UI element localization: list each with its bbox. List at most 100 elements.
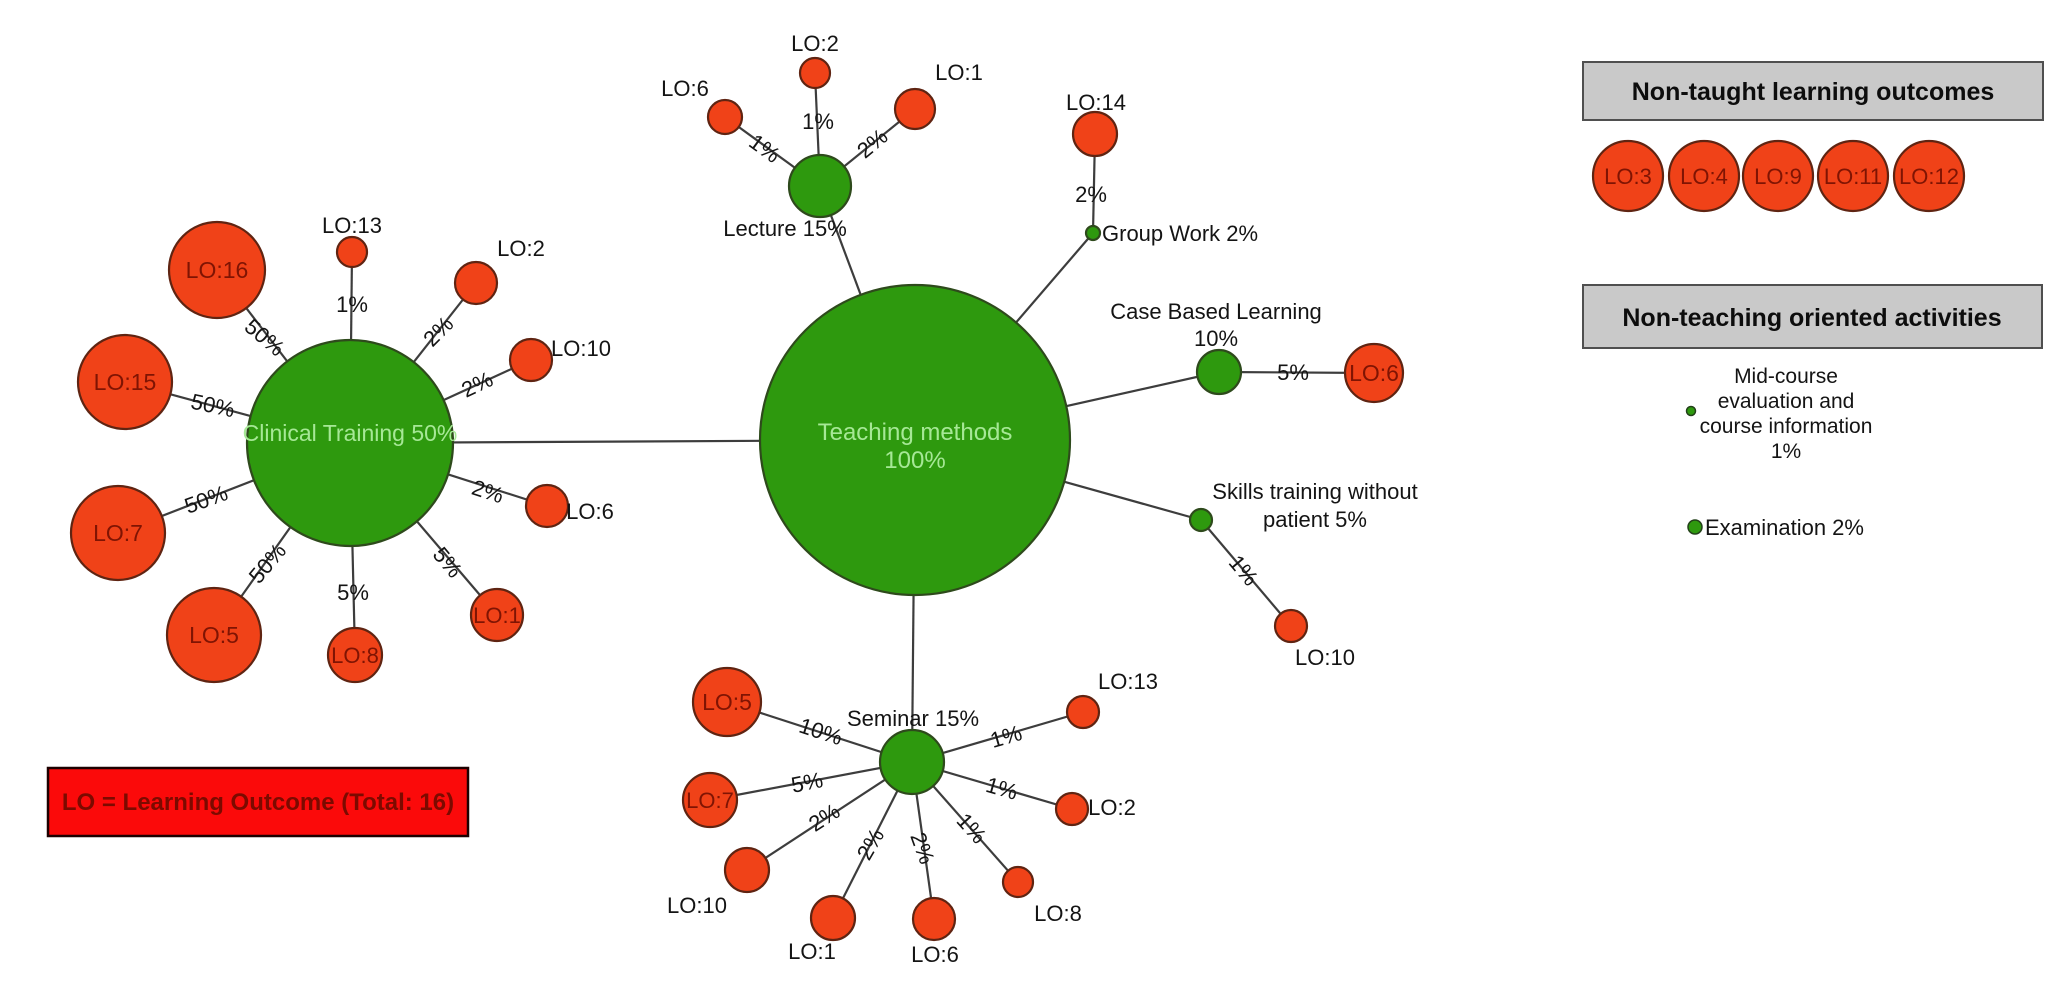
node-label-seminar: Seminar 15% xyxy=(847,706,979,731)
node-inner-label-clinical: Clinical Training 50% xyxy=(243,420,458,446)
node-label-l2: LO:2 xyxy=(791,31,839,56)
node-inner-label-c15: LO:15 xyxy=(94,369,157,395)
edge-label-seminar-se13: 1% xyxy=(987,720,1024,753)
node-label-c13: LO:13 xyxy=(322,213,382,238)
node-label-se6: LO:6 xyxy=(911,942,959,967)
node-groupwork xyxy=(1084,224,1102,242)
node-label-c6: LO:6 xyxy=(566,499,614,524)
edge-label-cbl-cb6: 5% xyxy=(1277,360,1309,385)
non-taught-outcome-label: LO:3 xyxy=(1604,164,1652,189)
non-taught-outcome-label: LO:11 xyxy=(1824,164,1882,189)
node-se7 xyxy=(681,771,739,829)
edge-label-clinical-c7: 50% xyxy=(181,480,231,519)
node-inner-label-se7: LO:7 xyxy=(686,788,734,813)
non-teaching-title: Non-teaching oriented activities xyxy=(1622,304,2001,332)
edge-label-seminar-se2: 1% xyxy=(983,772,1020,805)
legend: LO = Learning Outcome (Total: 16) xyxy=(46,766,470,838)
non-taught-outcome-circle xyxy=(1591,139,1665,213)
node-c1 xyxy=(469,587,525,643)
edge-label-lecture-l2: 1% xyxy=(802,109,834,134)
node-label-c2: LO:2 xyxy=(497,236,545,261)
edge-label-seminar-se5: 10% xyxy=(796,713,846,750)
non-taught-outcome-circle xyxy=(1667,139,1741,213)
edge-label-seminar-se6: 2% xyxy=(905,829,939,867)
node-label-se2: LO:2 xyxy=(1088,795,1136,820)
node-c16 xyxy=(167,220,267,320)
non-taught-outcomes: LO:3 LO:4 LO:9 LO:11 LO:12 xyxy=(1591,139,1966,213)
edge-label-seminar-se7: 5% xyxy=(789,767,825,798)
non-teaching-panel: Non-teaching oriented activities Mid-cou… xyxy=(1582,284,2043,540)
node-cb6 xyxy=(1343,342,1405,404)
node-label-cbl: Case Based Learning xyxy=(1110,299,1322,324)
mid-course-line: 1% xyxy=(1771,440,1801,463)
non-taught-outcome-label: LO:4 xyxy=(1680,164,1728,189)
node-label-s10: LO:10 xyxy=(1295,645,1355,670)
mid-course-line: Mid-course xyxy=(1734,365,1838,388)
node-seminar xyxy=(878,728,946,796)
node-label-se1: LO:1 xyxy=(788,939,836,964)
node-c6 xyxy=(524,483,570,529)
non-teaching-header-box xyxy=(1582,284,2043,349)
node-se5 xyxy=(691,666,763,738)
edge-label-clinical-c6: 2% xyxy=(469,475,507,509)
edge-label-seminar-se10: 2% xyxy=(804,798,844,836)
node-label-g14: LO:14 xyxy=(1066,90,1126,115)
node-label-skills: patient 5% xyxy=(1263,507,1367,532)
node-inner-label-teaching: 100% xyxy=(884,447,945,474)
node-clinical xyxy=(245,338,455,548)
node-c10 xyxy=(508,337,554,383)
edge-seminar-se7 xyxy=(709,760,913,802)
non-taught-outcome-circle xyxy=(1892,139,1966,213)
node-se13 xyxy=(1065,694,1101,730)
node-l6 xyxy=(706,98,744,136)
node-inner-label-c8: LO:8 xyxy=(331,643,379,668)
node-inner-label-teaching: Teaching methods xyxy=(818,419,1013,446)
node-c7 xyxy=(69,484,167,582)
node-label-skills: Skills training without xyxy=(1212,479,1417,504)
node-l2 xyxy=(798,56,832,90)
node-label-l1: LO:1 xyxy=(935,60,983,85)
mid-course-line: evaluation and xyxy=(1718,390,1855,413)
edge-label-clinical-c15: 50% xyxy=(189,389,237,423)
node-label-se10: LO:10 xyxy=(667,893,727,918)
node-skills xyxy=(1188,507,1214,533)
non-taught-title: Non-taught learning outcomes xyxy=(1632,78,1995,106)
node-s10 xyxy=(1273,608,1309,644)
node-c8 xyxy=(326,626,384,684)
non-taught-outcome-circle xyxy=(1741,139,1815,213)
node-se6 xyxy=(911,896,957,942)
node-inner-label-c16: LO:16 xyxy=(186,257,249,283)
edge-skills-s10 xyxy=(1200,519,1292,627)
node-l1 xyxy=(893,87,937,131)
node-label-se8: LO:8 xyxy=(1034,901,1082,926)
mid-course-dot xyxy=(1685,405,1697,417)
edge-label-clinical-c13: 1% xyxy=(336,292,368,317)
edge-label-skills-s10: 1% xyxy=(1224,550,1264,590)
mid-course-label: Mid-course evaluation and course informa… xyxy=(1700,365,1873,463)
edge-label-clinical-c2: 2% xyxy=(418,311,458,351)
non-taught-panel: Non-taught learning outcomes LO:3 LO:4 L… xyxy=(1582,61,2044,213)
mid-course-line: course information xyxy=(1700,415,1873,438)
node-inner-label-c7: LO:7 xyxy=(93,520,143,546)
edge-label-lecture-l1: 2% xyxy=(852,124,892,164)
node-inner-label-c5: LO:5 xyxy=(189,622,239,648)
node-se8 xyxy=(1001,865,1035,899)
node-label-se13: LO:13 xyxy=(1098,669,1158,694)
edge-label-clinical-c10: 2% xyxy=(458,366,497,402)
non-taught-outcome-circle xyxy=(1816,139,1890,213)
node-se1 xyxy=(809,894,857,942)
edge-label-clinical-c1: 5% xyxy=(428,542,468,582)
non-taught-header-box xyxy=(1582,61,2044,121)
non-taught-outcome-label: LO:12 xyxy=(1899,164,1959,189)
node-label-cbl: 10% xyxy=(1194,326,1238,351)
node-label-groupwork: Group Work 2% xyxy=(1102,221,1258,246)
node-inner-label-c1: LO:1 xyxy=(473,603,521,628)
examination-label: Examination 2% xyxy=(1705,515,1864,540)
legend-box xyxy=(46,766,470,838)
node-c15 xyxy=(76,333,174,431)
node-inner-label-se5: LO:5 xyxy=(702,689,752,715)
node-label-lecture: Lecture 15% xyxy=(723,216,847,241)
edge-label-seminar-se1: 2% xyxy=(852,824,890,864)
edge-label-clinical-c8: 5% xyxy=(337,580,369,605)
